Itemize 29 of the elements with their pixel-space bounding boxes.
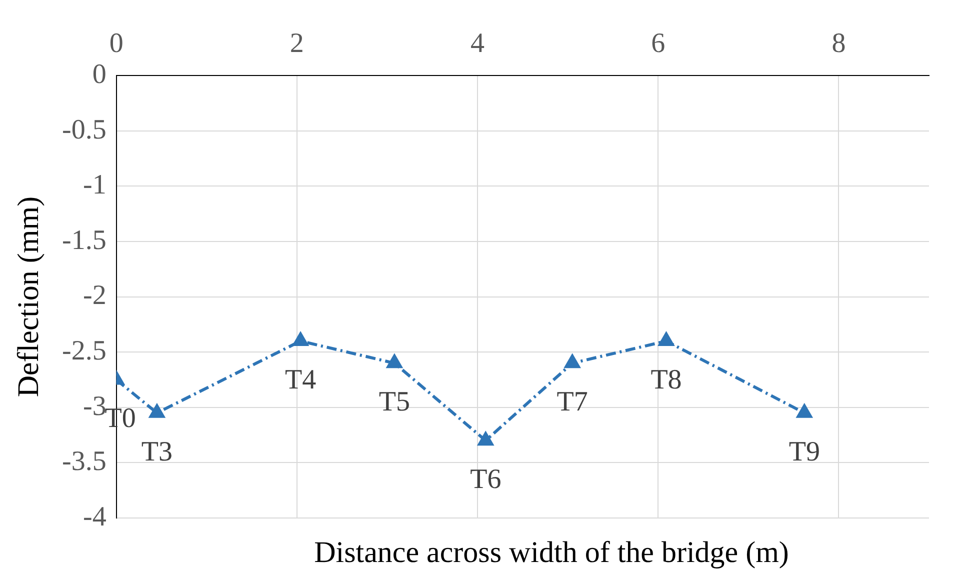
annotation: T8 — [650, 364, 682, 396]
annotation: T5 — [378, 386, 410, 418]
y-tick-label: -0.5 — [62, 114, 106, 146]
point — [149, 404, 165, 418]
point — [386, 354, 402, 368]
point — [796, 404, 812, 418]
x-tick-label: 4 — [470, 28, 485, 60]
y-axis-title: Deflection (mm) — [12, 196, 45, 398]
annotation: T6 — [470, 464, 502, 495]
y-tick-label: -1.5 — [62, 224, 106, 256]
y-tick-label: -1 — [82, 170, 106, 201]
y-tick-label: -3 — [82, 390, 106, 422]
point — [478, 432, 494, 446]
y-tick-label: -4 — [82, 501, 106, 532]
y-tick-label: -2 — [82, 280, 106, 312]
y-tick-label: -2.5 — [62, 335, 106, 366]
x-tick-label: 2 — [290, 28, 304, 60]
x-tick-label: 6 — [651, 28, 666, 60]
point — [564, 354, 580, 368]
annotation: T9 — [788, 436, 820, 468]
x-tick-label: 8 — [832, 28, 846, 60]
point — [292, 332, 308, 346]
x-axis-title: Distance across width of the bridge (m) — [313, 536, 790, 570]
annotation: T3 — [141, 436, 173, 468]
annotation: T4 — [284, 364, 316, 396]
point — [658, 332, 674, 346]
y-tick-label: 0 — [92, 58, 106, 90]
annotation: T7 — [556, 386, 588, 418]
y-tick-label: -3.5 — [62, 446, 106, 478]
